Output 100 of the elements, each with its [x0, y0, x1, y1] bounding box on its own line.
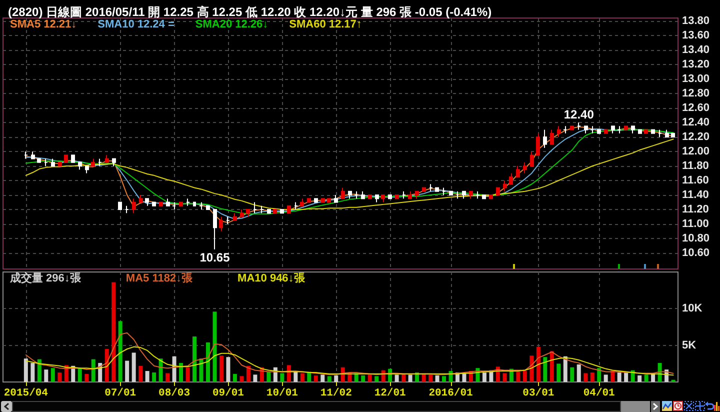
bar [24, 358, 28, 382]
candlestick [611, 126, 615, 134]
candlestick [348, 190, 352, 200]
candlestick [644, 129, 648, 134]
x-tick-label: 08/03 [158, 388, 190, 400]
candlestick [294, 202, 298, 210]
candlestick [179, 202, 183, 206]
bar [199, 358, 204, 382]
bar [158, 358, 163, 382]
candlestick [321, 198, 325, 203]
candlestick [219, 216, 223, 232]
candlestick [206, 205, 210, 210]
y-tick-label: 13.60 [682, 29, 710, 42]
chart-title: (2820) 日線圖 2016/05/11 開 12.25 高 12.25 低 12.20 收 12.20↓元 量 296 張 -0.05 (-0.41%) [8, 5, 492, 19]
candlestick [361, 190, 365, 200]
bar [368, 374, 372, 382]
bar [266, 372, 271, 382]
candlestick [186, 198, 190, 206]
candlestick [516, 165, 520, 178]
candlestick [617, 126, 621, 134]
bar [320, 374, 325, 382]
y-tick-label: 11.00 [682, 218, 709, 230]
bar [104, 349, 109, 382]
candlestick [402, 190, 406, 200]
line-series [25, 138, 674, 210]
y-tick-label: 13.00 [682, 72, 710, 85]
candlestick [91, 158, 95, 166]
candlestick [590, 126, 594, 134]
candlestick [44, 158, 48, 166]
y-tick-label: 11.80 [682, 160, 709, 172]
candlestick [98, 158, 102, 166]
y-tick-label: 11.40 [682, 189, 709, 202]
bar [402, 374, 406, 382]
candlestick [570, 126, 574, 130]
line-series [25, 346, 674, 376]
bar [138, 366, 143, 382]
y-tick-label: 10.60 [682, 247, 710, 260]
text: MA10 946↓張 [238, 272, 306, 284]
candlestick [381, 194, 385, 203]
bar [422, 374, 426, 382]
bar [112, 282, 116, 382]
candlestick [125, 205, 129, 214]
candlestick [341, 187, 345, 200]
candlestick [368, 194, 372, 200]
candlestick [375, 194, 379, 203]
text: SMA20 12.26↓ [195, 18, 268, 30]
candlestick [139, 194, 143, 203]
candlestick [172, 202, 176, 210]
candlestick [442, 187, 446, 196]
bar [145, 371, 150, 382]
candlestick [166, 198, 170, 206]
bar [206, 342, 210, 382]
bar [179, 362, 184, 382]
y-tick-label: 12.80 [682, 87, 710, 100]
bar [597, 368, 602, 382]
bar [44, 370, 48, 382]
candlestick [354, 190, 358, 200]
candlestick [71, 154, 75, 163]
candlestick [563, 126, 567, 134]
candlestick [24, 150, 28, 160]
bar [30, 362, 35, 382]
candlestick [246, 209, 250, 218]
candlestick [105, 154, 109, 163]
candlestick [213, 209, 217, 250]
x-tick-label: 09/01 [212, 388, 244, 400]
bar [300, 373, 304, 382]
text: MA5 1182↓張 [126, 272, 194, 284]
candlestick [449, 190, 453, 196]
bar [327, 376, 332, 382]
y-tick-label: 12.00 [682, 145, 710, 158]
bar [590, 372, 594, 382]
candlestick [31, 150, 35, 160]
bar [584, 373, 588, 382]
candlestick [536, 132, 540, 156]
candlestick [51, 158, 55, 166]
candlestick [496, 187, 500, 196]
candlestick [631, 126, 635, 134]
candlestick [260, 205, 264, 214]
bar [651, 374, 656, 382]
bar [50, 368, 55, 382]
bar [638, 375, 642, 382]
bar [550, 351, 554, 382]
bar [314, 375, 318, 382]
candlestick [85, 165, 89, 174]
bar [563, 356, 568, 382]
text: 成交量 296↓張 [9, 272, 82, 284]
bar [361, 375, 366, 382]
bar [604, 374, 608, 382]
y-tick-label: 12.20 [682, 130, 710, 143]
x-tick-label: 10/01 [266, 388, 298, 400]
candlestick [273, 209, 277, 214]
candlestick [557, 126, 561, 138]
bar [58, 372, 62, 382]
bar [442, 376, 446, 382]
bar [530, 356, 534, 382]
candlestick [37, 158, 41, 163]
bar [570, 367, 574, 382]
bar [84, 374, 89, 382]
x-tick-label: 07/01 [104, 388, 136, 400]
x-tick-label: 04/01 [583, 388, 615, 400]
